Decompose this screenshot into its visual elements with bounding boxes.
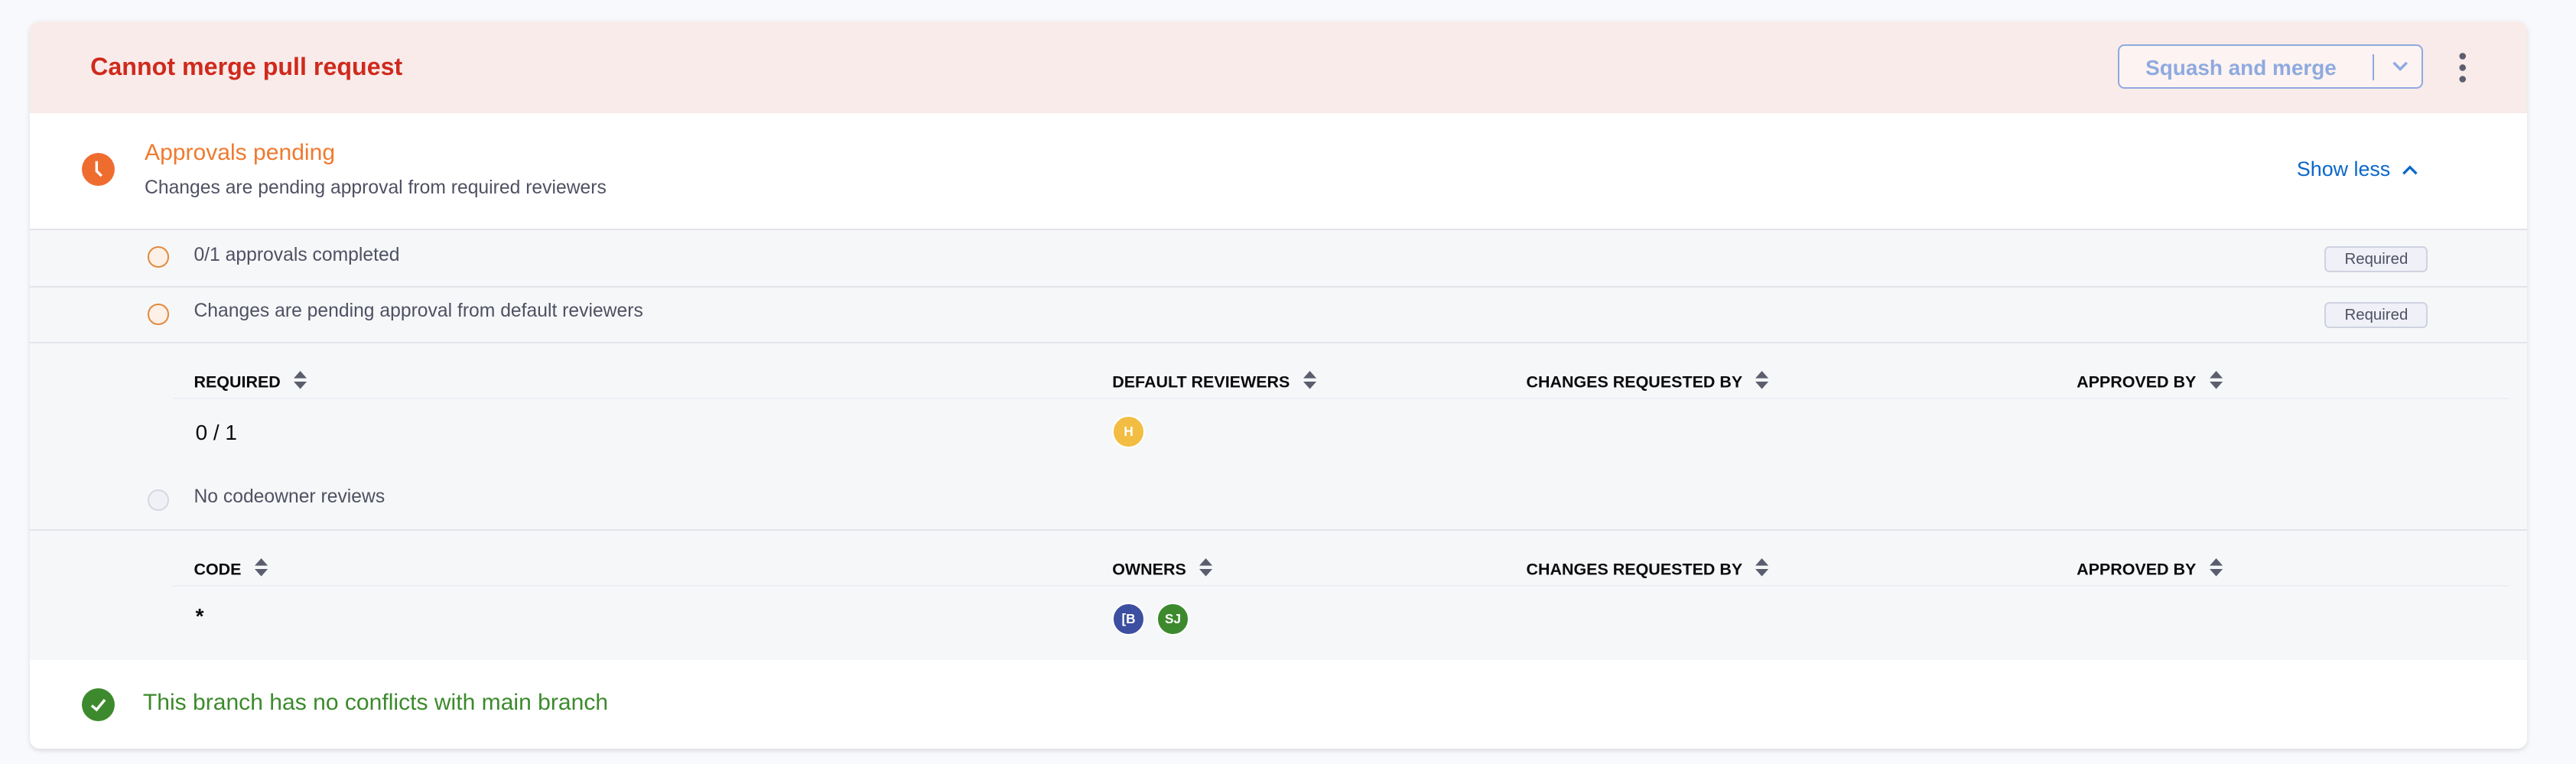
check-circle-icon bbox=[82, 688, 115, 721]
merge-button-label: Squash and merge bbox=[2145, 55, 2337, 80]
required-count: 0 / 1 bbox=[195, 420, 237, 444]
merge-status-card: Cannot merge pull request Squash and mer… bbox=[29, 21, 2527, 749]
required-badge: Required bbox=[2324, 302, 2428, 329]
more-options-icon[interactable] bbox=[2454, 51, 2470, 84]
approvals-title: Approvals pending bbox=[145, 139, 336, 165]
squash-and-merge-button[interactable]: Squash and merge bbox=[2117, 44, 2424, 89]
clock-icon bbox=[82, 152, 115, 186]
show-less-label: Show less bbox=[2296, 158, 2391, 181]
sort-icon bbox=[293, 371, 307, 389]
column-header[interactable]: CHANGES REQUESTED BY bbox=[1526, 371, 1769, 392]
check-row: Changes are pending approval from defaul… bbox=[29, 285, 2527, 342]
column-header[interactable]: OWNERS bbox=[1112, 558, 1213, 579]
approvals-subtitle: Changes are pending approval from requir… bbox=[145, 177, 607, 198]
sort-icon bbox=[1755, 371, 1769, 389]
merge-status-title: Cannot merge pull request bbox=[90, 52, 403, 80]
approvals-section: Approvals pending Changes are pending ap… bbox=[30, 113, 2527, 228]
codeowner-label: No codeowner reviews bbox=[194, 486, 385, 507]
code-pattern: * bbox=[195, 604, 204, 629]
sort-icon bbox=[2209, 371, 2223, 389]
no-conflicts-message: This branch has no conflicts with main b… bbox=[142, 690, 609, 716]
column-header[interactable]: APPROVED BY bbox=[2077, 371, 2223, 392]
check-row: 0/1 approvals completed Required bbox=[29, 228, 2527, 286]
column-header[interactable]: APPROVED BY bbox=[2077, 558, 2223, 579]
column-header[interactable]: CODE bbox=[194, 558, 268, 579]
sort-icon bbox=[254, 558, 268, 577]
required-badge: Required bbox=[2324, 246, 2428, 273]
show-less-button[interactable]: Show less bbox=[2297, 158, 2420, 181]
reviewers-section: REQUIRED DEFAULT REVIEWERS CHANGES REQUE… bbox=[29, 341, 2527, 529]
pending-circle-icon bbox=[148, 304, 169, 325]
sort-icon bbox=[1199, 558, 1213, 577]
avatar[interactable]: SJ bbox=[1156, 603, 1189, 636]
column-header[interactable]: REQUIRED bbox=[194, 371, 307, 392]
check-label: 0/1 approvals completed bbox=[194, 244, 400, 265]
column-header[interactable]: CHANGES REQUESTED BY bbox=[1526, 558, 1769, 579]
check-label: Changes are pending approval from defaul… bbox=[194, 300, 643, 321]
button-divider bbox=[2372, 54, 2374, 81]
avatar[interactable]: H bbox=[1112, 415, 1145, 448]
sort-icon bbox=[1755, 558, 1769, 577]
table-divider bbox=[172, 397, 2509, 399]
codeowners-section: CODE OWNERS CHANGES REQUESTED BY APPROVE… bbox=[29, 528, 2527, 661]
merge-header: Cannot merge pull request Squash and mer… bbox=[29, 21, 2527, 114]
chevron-down-icon[interactable] bbox=[2387, 53, 2413, 79]
pending-circle-icon bbox=[148, 246, 169, 268]
avatar[interactable]: [B bbox=[1112, 603, 1145, 636]
table-divider bbox=[172, 584, 2509, 587]
chevron-up-icon bbox=[2402, 165, 2418, 175]
sort-icon bbox=[1303, 371, 1316, 389]
empty-circle-icon bbox=[148, 489, 169, 511]
sort-icon bbox=[2209, 558, 2223, 577]
column-header[interactable]: DEFAULT REVIEWERS bbox=[1112, 371, 1316, 392]
